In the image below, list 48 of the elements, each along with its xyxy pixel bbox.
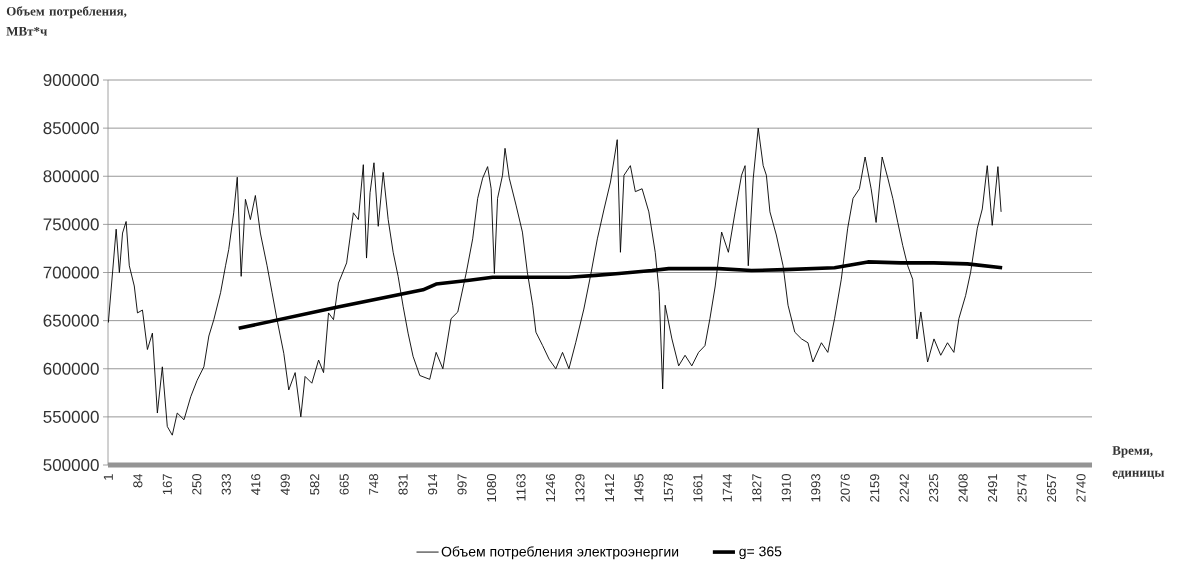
x-tick-label: 2242: [899, 474, 909, 502]
x-tick-label: 416: [251, 474, 261, 495]
y-tick-label: 500000: [43, 458, 99, 472]
x-tick-label: 997: [457, 474, 467, 495]
x-tick-label: 2408: [958, 474, 968, 502]
y-tick-label: 900000: [43, 73, 99, 87]
x-tick-label: 1827: [752, 474, 762, 502]
x-tick-label: 2740: [1076, 474, 1086, 502]
x-tick-label: 1578: [663, 474, 673, 502]
x-tick-label: 250: [192, 474, 202, 495]
x-tick-label: 1910: [781, 474, 791, 502]
y-tick-label: 750000: [43, 218, 99, 231]
x-tick-label: 2325: [929, 474, 939, 502]
x-tick-label: 2491: [987, 474, 998, 502]
y-tick-label: 600000: [43, 362, 99, 375]
x-tick-label: 1: [103, 474, 113, 480]
x-tick-label: 333: [221, 474, 231, 495]
y-tick-label: 700000: [43, 266, 99, 279]
x-tick-label: 1661: [693, 474, 703, 502]
x-tick-label: 2657: [1046, 474, 1057, 502]
x-tick-label: 2159: [870, 474, 880, 502]
x-tick-label: 167: [162, 474, 172, 495]
x-tick-label: 1744: [722, 473, 732, 502]
y-tick-label: 850000: [43, 122, 99, 135]
x-tick-label: 84: [133, 473, 143, 488]
x-tick-label: 1080: [486, 474, 497, 502]
x-tick-label: 1329: [575, 474, 585, 502]
y-tick-label: 800000: [43, 170, 99, 183]
y-tick-label: 550000: [43, 410, 99, 423]
x-tick-label: 582: [310, 474, 320, 495]
x-tick-label: 1412: [604, 474, 614, 502]
legend-label: g= 365: [739, 546, 782, 560]
x-tick-label: 1993: [811, 474, 821, 502]
line-series: [108, 127, 1002, 436]
x-tick-label: 665: [339, 474, 349, 495]
x-tick-label: 1495: [634, 474, 644, 502]
x-tick-label: 914: [427, 473, 438, 495]
x-tick-label: 2076: [840, 474, 850, 502]
x-axis-title: Время, единицы: [1112, 446, 1165, 479]
y-axis-title: Объем потребления, МВт*ч: [6, 6, 127, 36]
x-tick-label: 2574: [1017, 473, 1027, 502]
y-tick-label: 650000: [43, 314, 99, 327]
x-tick-label: 1246: [545, 474, 556, 502]
legend-label: Объем потребления электроэнергии: [441, 546, 679, 560]
x-tick-label: 1163: [516, 474, 526, 501]
x-tick-label: 748: [369, 474, 379, 495]
x-tick-label: 499: [280, 474, 290, 495]
x-tick-label: 831: [398, 474, 408, 495]
